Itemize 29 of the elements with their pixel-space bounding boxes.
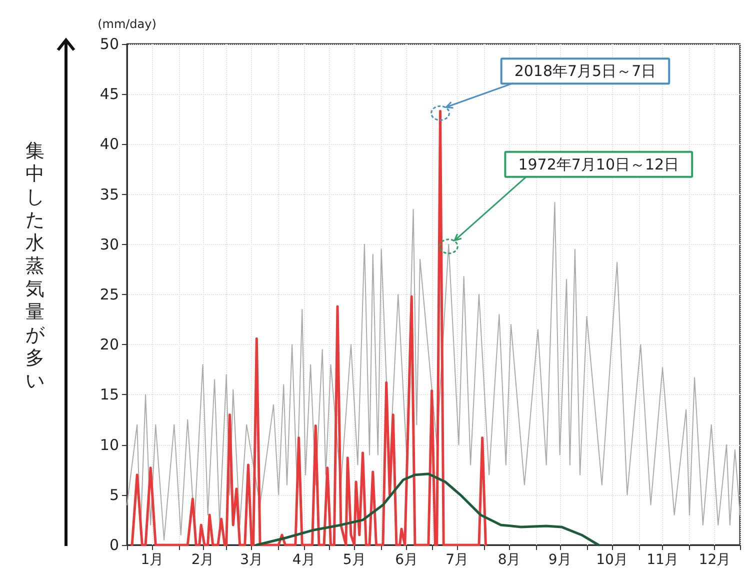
x-tick-label: 11月 [646,552,678,568]
x-tick-label: 12月 [698,552,731,568]
line-series [255,472,600,546]
x-tick-label: 8月 [498,552,521,568]
y-tick-label: 15 [100,386,119,404]
y-tick-label: 35 [100,185,119,204]
y-tick-label: 10 [100,436,119,454]
x-tick-label: 9月 [548,552,572,568]
x-tick-label: 7月 [446,552,469,568]
y-tick-label: 25 [100,286,119,304]
annotation: 2018年7月5日～7日 [514,62,656,80]
text: 集中した水蒸気量が多い [26,140,44,392]
y-tick-label: 50 [100,35,119,53]
y-tick-label: 30 [100,235,119,254]
annotation: 1972年7月10日～12日 [518,155,680,174]
line-series [126,202,740,540]
y-tick-label: 5 [109,486,119,504]
y-tick-label: 0 [109,536,119,554]
y-tick-label: 20 [100,336,119,354]
y-tick-label: 45 [100,85,119,104]
y-axis-title: (mm/day) [98,17,156,31]
x-tick-label: 10月 [596,552,628,568]
x-tick-label: 5月 [342,552,366,568]
x-tick-label: 3月 [240,552,264,568]
x-tick-label: 1月 [140,552,164,568]
x-tick-label: 6月 [395,552,418,568]
y-tick-label: 40 [100,135,119,154]
x-tick-label: 4月 [292,552,316,568]
x-tick-label: 2月 [191,552,214,568]
